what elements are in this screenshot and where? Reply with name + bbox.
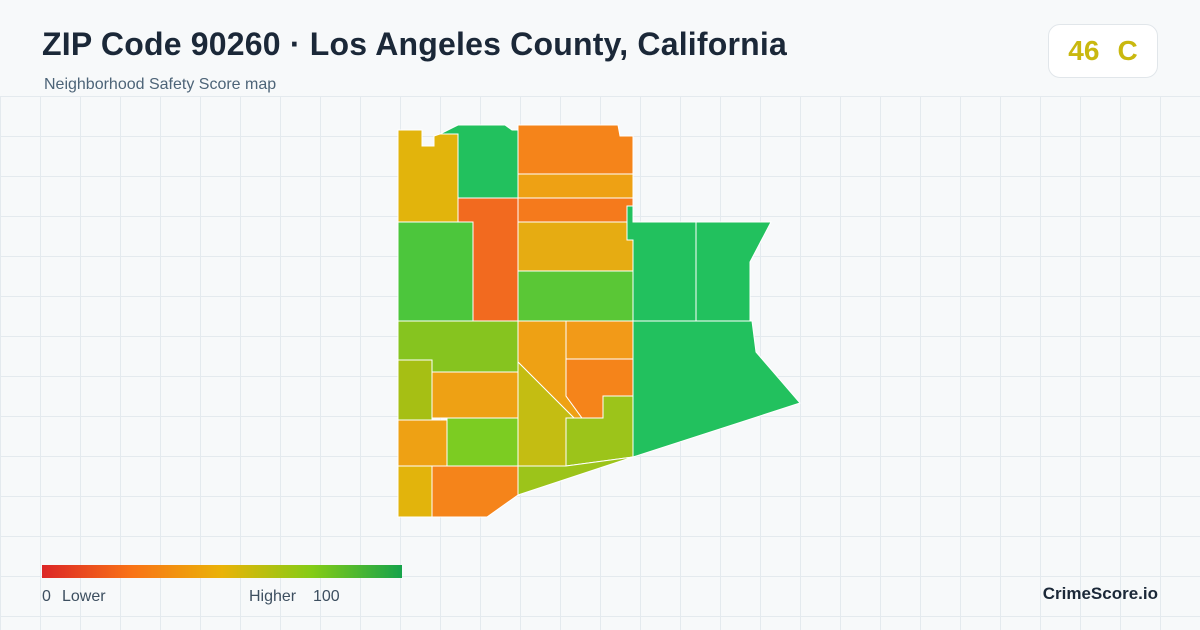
legend-high-label: Higher bbox=[249, 588, 297, 605]
safety-score-badge: 46 C bbox=[1048, 24, 1158, 78]
page-subtitle: Neighborhood Safety Score map bbox=[44, 76, 277, 93]
map-region[interactable] bbox=[446, 417, 519, 467]
safety-score-value: 46 bbox=[1068, 35, 1100, 66]
map-region[interactable] bbox=[632, 320, 801, 458]
map-region[interactable] bbox=[517, 270, 634, 322]
map-region[interactable] bbox=[517, 456, 634, 496]
page-title: ZIP Code 90260 · Los Angeles County, Cal… bbox=[42, 26, 787, 62]
map-region[interactable] bbox=[397, 129, 459, 223]
brand-logo-text[interactable]: CrimeScore.io bbox=[1042, 584, 1158, 603]
safety-grade: C bbox=[1117, 35, 1138, 66]
map-region[interactable] bbox=[397, 419, 448, 467]
legend-max-label: 100 bbox=[313, 588, 340, 605]
map-region[interactable] bbox=[397, 221, 474, 322]
map-region[interactable] bbox=[517, 197, 634, 223]
map-region[interactable] bbox=[626, 205, 697, 322]
map-region[interactable] bbox=[397, 465, 433, 518]
safety-score-legend-gradient bbox=[42, 565, 402, 578]
map-region[interactable] bbox=[397, 359, 433, 421]
map-region[interactable] bbox=[517, 124, 634, 175]
legend-low-label: Lower bbox=[62, 588, 106, 605]
map-region[interactable] bbox=[565, 320, 634, 360]
map-region[interactable] bbox=[517, 173, 634, 199]
header bbox=[0, 0, 1200, 96]
map-region[interactable] bbox=[431, 465, 519, 518]
map-region[interactable] bbox=[517, 221, 634, 272]
legend-min-label: 0 bbox=[42, 588, 51, 605]
map-region[interactable] bbox=[431, 371, 519, 419]
map-region[interactable] bbox=[695, 221, 772, 322]
